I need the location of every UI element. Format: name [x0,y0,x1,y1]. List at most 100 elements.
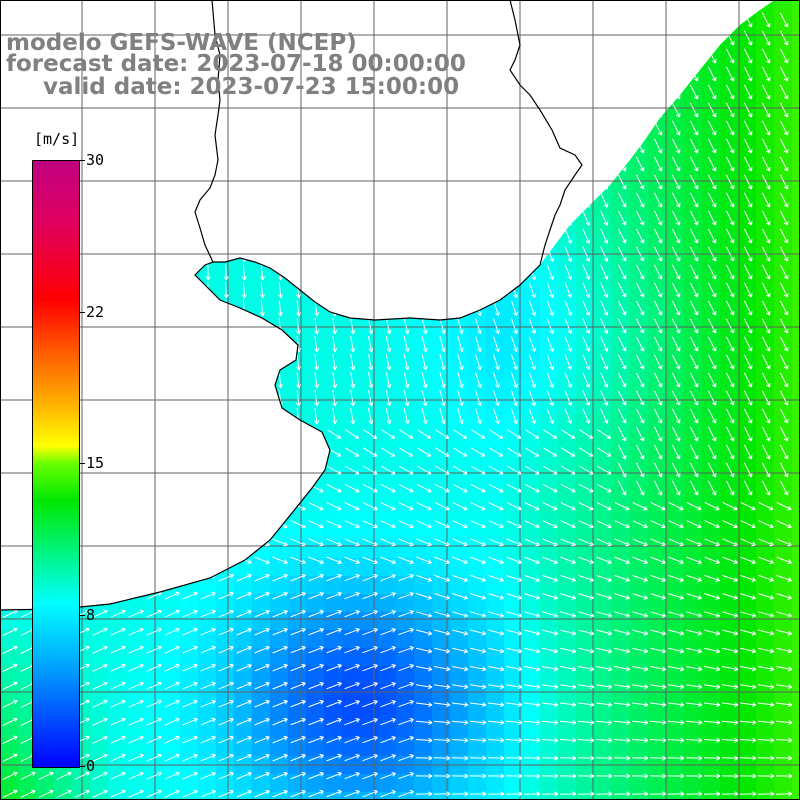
wind-speed-cell [234,216,252,234]
wind-arrow [415,773,433,779]
wind-speed-cell [756,288,774,306]
wind-arrow [740,574,756,582]
wind-speed-cell [630,306,648,324]
wind-arrow [650,538,666,547]
wind-arrow [689,84,699,100]
wind-speed-cell [540,558,558,576]
wind-speed-cell [756,72,774,90]
wind-arrow [488,574,504,582]
wind-speed-cell [432,378,450,396]
wind-arrow [743,480,753,496]
wind-speed-cell [162,504,180,522]
wind-arrow [421,120,428,137]
wind-arrow [635,246,645,262]
wind-arrow [653,372,663,388]
wind-arrow [457,174,464,191]
wind-arrow [457,390,464,407]
wind-arrow [582,102,591,118]
wind-arrow [740,502,756,511]
wind-speed-cell [486,162,504,180]
wind-speed-cell [486,72,504,90]
wind-speed-cell [90,0,108,18]
wind-speed-cell [162,162,180,180]
wind-arrow [434,502,450,511]
wind-speed-cell [378,522,396,540]
wind-speed-cell [738,450,756,468]
wind-arrow [776,684,793,690]
wind-arrow [524,611,541,618]
colorbar-tick-label: 22 [86,303,105,321]
wind-speed-cell [756,720,774,738]
wind-arrow [649,737,667,743]
wind-arrow [635,372,645,388]
wind-arrow [24,12,30,29]
wind-arrow [434,465,450,475]
wind-arrow [457,300,464,317]
wind-speed-cell [252,108,270,126]
wind-arrow [761,120,771,136]
wind-speed-cell [684,540,702,558]
wind-arrow [218,483,234,493]
wind-arrow [115,281,121,299]
wind-speed-cell [738,630,756,648]
wind-speed-cell [720,702,738,720]
wind-arrow [200,483,216,493]
wind-arrow [164,502,180,511]
wind-speed-cell [666,378,684,396]
wind-speed-cell [612,630,630,648]
wind-speed-cell [162,198,180,216]
wind-arrow [779,408,789,424]
wind-arrow [740,611,757,618]
wind-arrow [488,684,505,690]
wind-speed-cell [702,432,720,450]
wind-speed-cell [468,504,486,522]
wind-arrow [689,102,699,118]
wind-arrow [510,228,518,244]
wind-arrow [398,592,414,600]
wind-arrow [560,447,576,457]
wind-speed-cell [450,648,468,666]
wind-speed-cell [540,774,558,792]
wind-arrow [721,773,739,779]
wind-arrow [403,264,410,281]
wind-arrow [314,318,320,335]
wind-speed-cell [684,594,702,612]
wind-arrow [421,30,428,47]
wind-speed-cell [666,702,684,720]
wind-arrow [505,773,523,779]
wind-arrow [416,520,432,529]
wind-arrow [133,371,139,389]
forecast-date-title: forecast date: 2023-07-18 00:00:00 [6,51,466,77]
wind-arrow [595,755,613,761]
wind-arrow [110,502,126,511]
wind-arrow [272,753,288,762]
wind-arrow [488,483,504,493]
wind-speed-cell [630,720,648,738]
wind-speed-cell [450,702,468,720]
wind-arrow [470,611,487,618]
wind-arrow [350,264,356,281]
wind-arrow [487,720,505,725]
wind-speed-cell [396,540,414,558]
wind-arrow [169,263,175,281]
wind-speed-cell [720,360,738,378]
wind-arrow [671,246,681,262]
wind-speed-cell [198,792,216,800]
wind-arrow [505,791,523,797]
wind-speed-cell [486,288,504,306]
wind-speed-cell [342,540,360,558]
wind-speed-cell [432,342,450,360]
wind-arrow [614,611,631,618]
wind-speed-cell [378,180,396,198]
wind-speed-cell [774,486,792,504]
wind-speed-cell [540,36,558,54]
wind-arrow [743,30,753,46]
wind-speed-cell [216,432,234,450]
wind-arrow [510,318,518,334]
wind-arrow [169,101,175,119]
wind-speed-cell [504,792,522,800]
wind-arrow [290,573,306,582]
wind-arrow [254,573,270,582]
wind-speed-cell [648,18,666,36]
wind-speed-cell [738,720,756,738]
